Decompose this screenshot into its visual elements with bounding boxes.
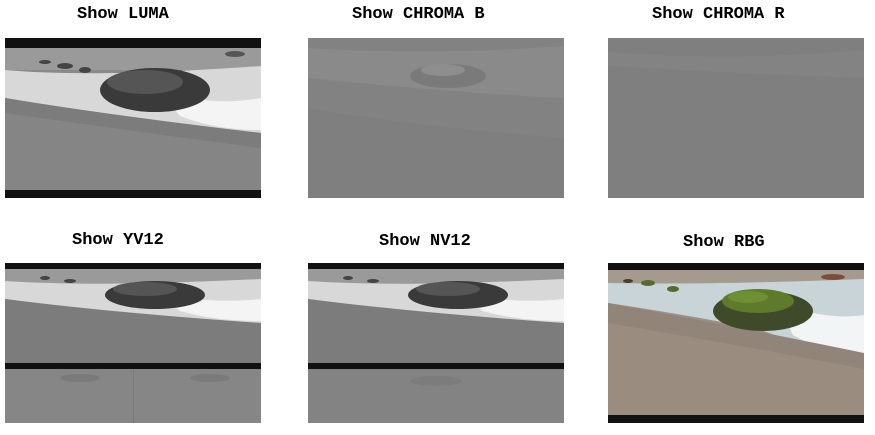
title-chroma-r: Show CHROMA R xyxy=(652,5,785,24)
title-luma: Show LUMA xyxy=(77,5,169,24)
title-rgb: Show RBG xyxy=(683,233,765,252)
luma-image xyxy=(5,38,261,198)
nv12-image xyxy=(308,263,564,423)
title-chroma-b: Show CHROMA B xyxy=(352,5,485,24)
title-yv12: Show YV12 xyxy=(72,231,164,250)
rgb-image xyxy=(608,263,864,423)
chroma-r-image xyxy=(608,38,864,198)
title-nv12: Show NV12 xyxy=(379,232,471,251)
yv12-image xyxy=(5,263,261,423)
chroma-b-image xyxy=(308,38,564,198)
